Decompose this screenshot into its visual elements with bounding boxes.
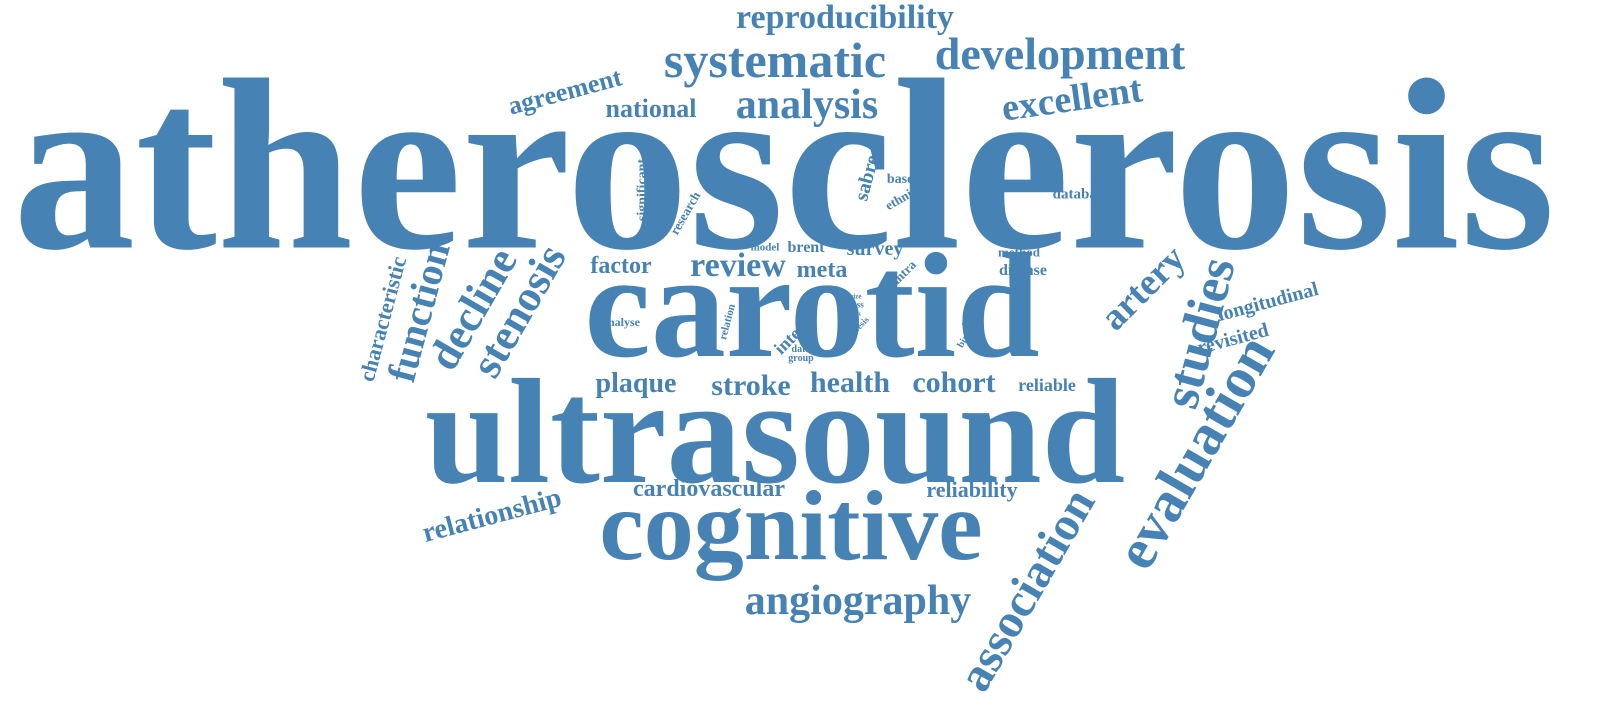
word-analyse: analyse (601, 315, 641, 329)
word-meta: meta (796, 257, 848, 283)
word-disease: disease (999, 262, 1047, 279)
word-group: group (788, 353, 814, 364)
word-reproducibility: reproducibility (736, 0, 954, 36)
word-cohort: cohort (912, 366, 996, 399)
word-national: national (605, 94, 697, 123)
word-plaque: plaque (595, 368, 677, 399)
word-development: development (934, 28, 1186, 79)
word-ass: ass (852, 299, 864, 310)
word-database: database (1052, 186, 1110, 203)
word-cognitive: cognitive (599, 470, 983, 581)
word-significant: significant (635, 158, 650, 222)
word-stroke: stroke (711, 369, 791, 402)
word-atherosclerosis: atherosclerosis (12, 29, 1556, 301)
word-brent: brent (787, 239, 825, 256)
word-factor: factor (590, 253, 652, 279)
word-review: review (690, 247, 786, 284)
word-ultrasound: ultrasound (424, 349, 1126, 515)
word-survey: survey (846, 238, 904, 260)
word-systematic: systematic (663, 32, 887, 88)
word-size: size (850, 292, 862, 301)
word-risk: risk (849, 309, 861, 318)
word-data: data (791, 344, 811, 355)
word-health: health (809, 366, 891, 399)
word-reliability: reliability (926, 477, 1018, 502)
word-method: method (998, 244, 1040, 260)
word-reliable: reliable (1018, 375, 1076, 395)
word-based: based (886, 172, 922, 187)
word-cardiovascular: cardiovascular (633, 476, 785, 502)
word-model: model (750, 241, 780, 254)
word-carotid: carotid (584, 223, 1040, 389)
word-angiography: angiography (744, 578, 972, 624)
word-analysis: analysis (735, 82, 879, 128)
